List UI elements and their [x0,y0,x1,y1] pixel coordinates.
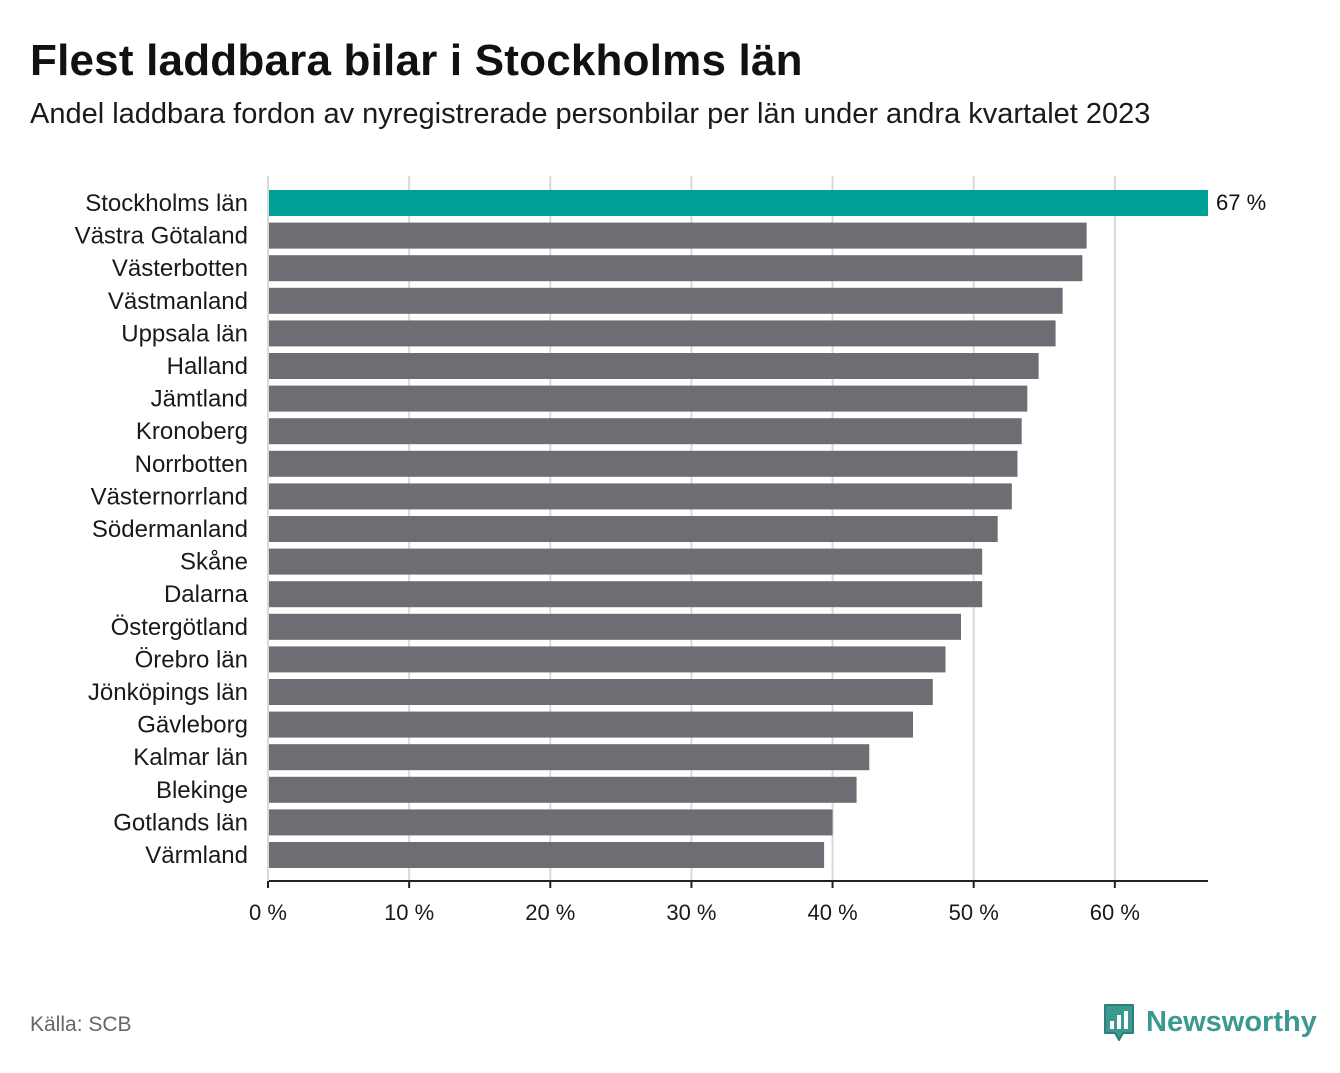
x-tick-label: 10 % [384,900,434,925]
bar [268,222,1087,249]
category-label: Västra Götaland [75,223,248,250]
bar [268,450,1018,477]
bar [268,353,1039,379]
bar [268,516,998,542]
x-tick-label: 40 % [807,900,857,925]
category-label: Södermanland [92,516,248,543]
bar [268,646,946,673]
bar [268,548,983,575]
category-label: Kalmar län [133,744,248,771]
chart-title: Flest laddbara bilar i Stockholms län [30,36,803,85]
x-tick-label: 50 % [949,900,999,925]
category-label: Västerbotten [112,255,248,282]
category-label: Skåne [180,549,248,576]
brand-logo: Newsworthy [1102,1002,1317,1042]
bar [268,255,1083,282]
category-label: Örebro län [135,646,248,673]
x-tick-label: 30 % [666,900,716,925]
bar [268,385,1028,412]
bar [268,613,962,640]
x-tick-label: 20 % [525,900,575,925]
bar-chart-speech-bubble-icon [1104,1004,1134,1041]
category-label: Jämtland [151,386,248,413]
category-label: Kronoberg [136,418,248,445]
bar [268,711,914,738]
category-label: Jönköpings län [88,679,248,706]
category-label: Östergötland [111,614,248,641]
brand-name: Newsworthy [1146,1005,1317,1038]
bar [268,809,833,836]
category-label: Västernorrland [91,483,248,510]
bar [268,320,1056,347]
bar [268,190,1208,216]
category-label: Gävleborg [137,712,248,739]
bar-chart: Stockholms län Västra Götaland Västerbotte… [75,176,1266,925]
category-label: Uppsala län [121,320,248,347]
bar [268,776,857,803]
category-label: Gotlands län [113,809,248,836]
chart-subtitle: Andel laddbara fordon av nyregistrerade … [30,98,1151,130]
category-label: Stockholms län [85,190,248,217]
category-label: Halland [167,353,248,380]
x-tick-label: 60 % [1090,900,1140,925]
bar [268,418,1022,445]
category-label: Västmanland [108,288,248,315]
bar [268,842,825,868]
bar [268,483,1012,510]
bar [268,287,1063,314]
category-label: Värmland [145,842,248,869]
category-label: Dalarna [164,581,249,608]
category-label: Blekinge [156,777,248,804]
x-tick-label: 0 % [249,900,287,925]
data-label: 67 % [1216,190,1266,215]
bar [268,679,933,705]
source-note: Källa: SCB [30,1013,132,1036]
category-label: Norrbotten [135,451,248,478]
bar [268,744,870,771]
bar [268,581,983,608]
